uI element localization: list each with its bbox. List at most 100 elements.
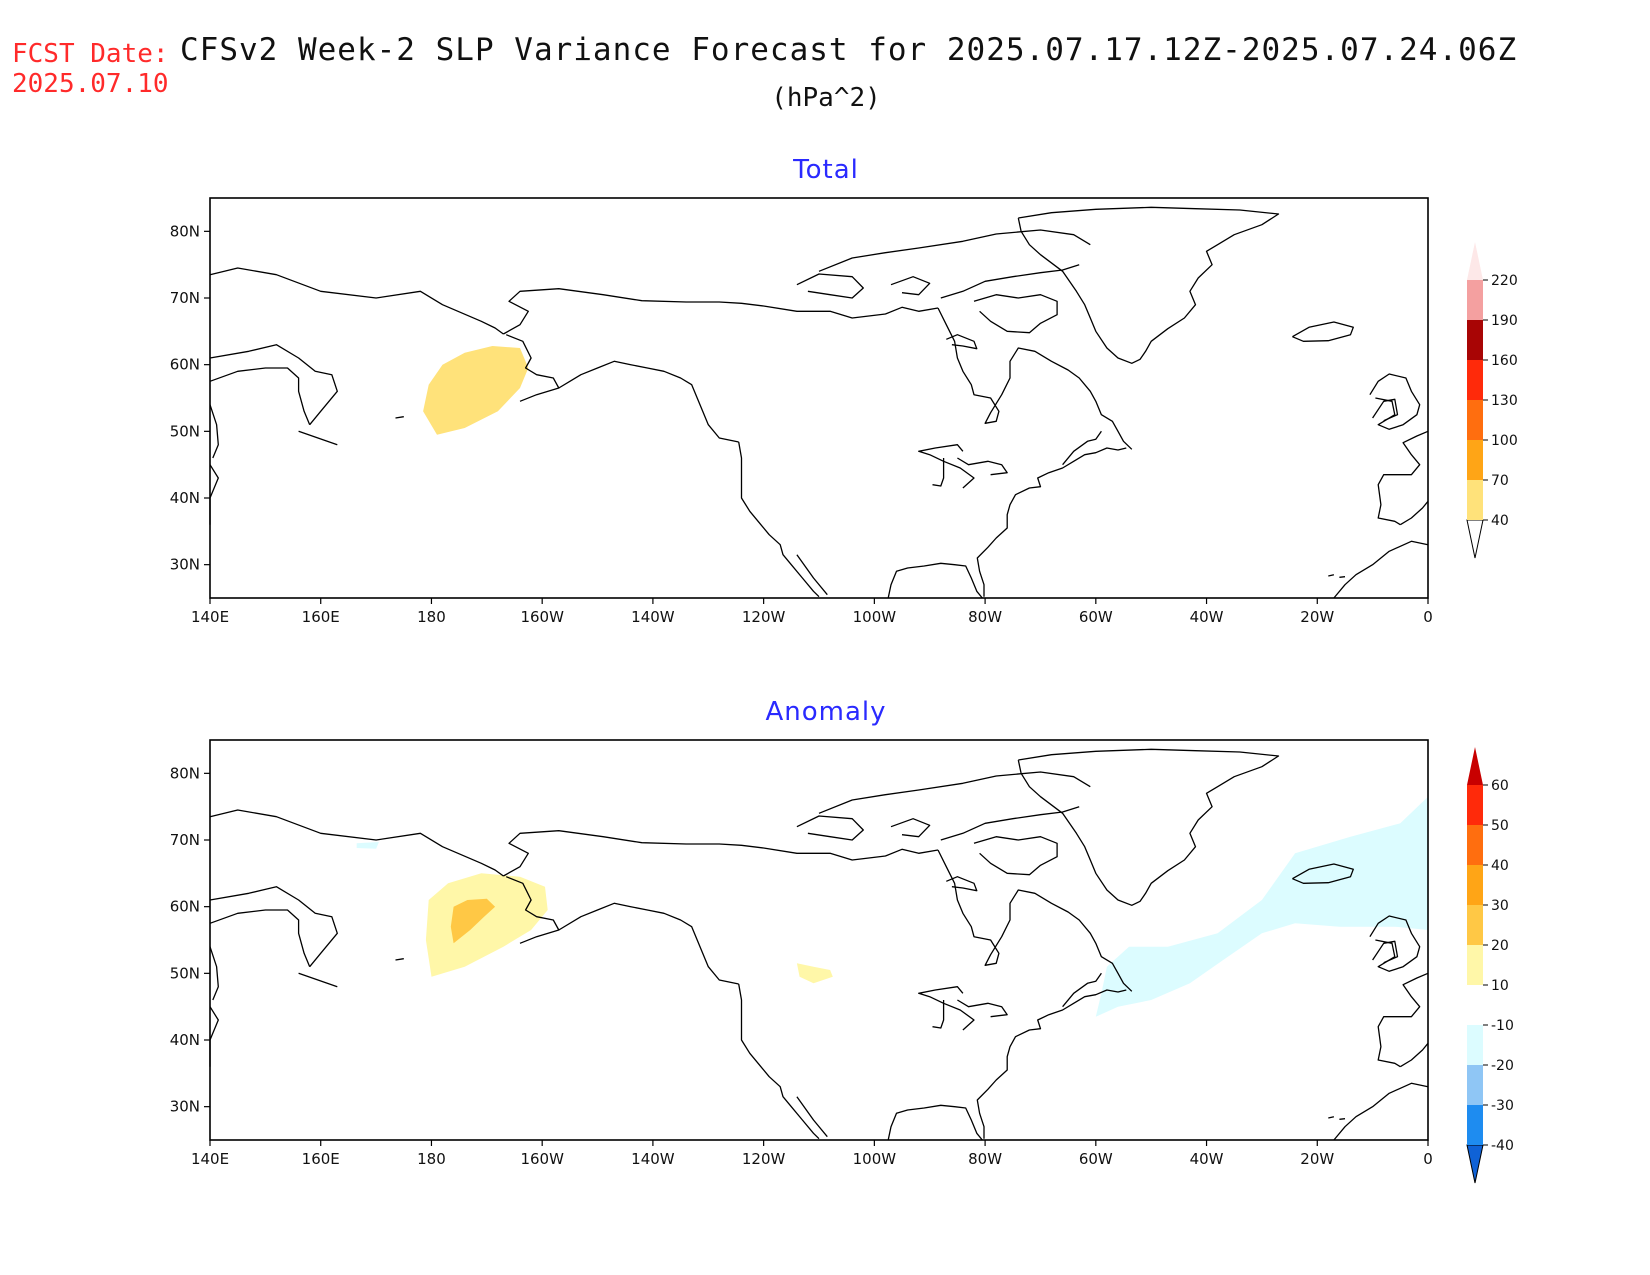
coastline-total-12 [887, 562, 983, 599]
coastline-anomaly-9 [558, 902, 739, 985]
lon-tick-label: 140W [631, 1150, 675, 1168]
shaded-region-anomaly-4 [1095, 796, 1428, 1017]
coastline-anomaly-24 [973, 836, 1058, 876]
lon-tick-label: 140E [191, 608, 229, 626]
panel-total: Total 140E 160E 180 160W 140W 120W 100W 80W 60W 4… [170, 155, 1518, 626]
coastline-anomaly-16 [918, 986, 975, 1031]
colorbar-level-label: 60 [1491, 778, 1509, 794]
lat-tick-label: 50N [170, 422, 200, 440]
lat-tick-label: 80N [170, 222, 200, 240]
coastline-anomaly-33 [1339, 1118, 1346, 1120]
coastline-total-30 [1333, 540, 1429, 599]
shaded-regions-anomaly [356, 796, 1428, 1017]
colorbar-level-label: 40 [1491, 513, 1509, 529]
coastline-anomaly-22 [890, 818, 931, 838]
colorbar-swatch [1467, 785, 1483, 825]
coastline-anomaly-27 [1369, 915, 1421, 972]
coastline-total-21 [796, 273, 864, 299]
coastline-anomaly-3 [209, 946, 219, 1001]
coastline-anomaly-30 [1333, 1082, 1429, 1141]
colorbar-swatch [1467, 985, 1483, 1025]
colorbar-bottom-arrow [1466, 1144, 1484, 1184]
coastline-anomaly-11 [796, 1096, 828, 1138]
coastline-anomaly-18 [937, 849, 1133, 992]
coastline-total-26 [1292, 321, 1354, 342]
colorbar-level-label: 50 [1491, 818, 1509, 834]
colorbar-swatch [1467, 1105, 1483, 1145]
coastline-total-1 [209, 344, 338, 426]
colorbar-level-label: -30 [1491, 1098, 1514, 1114]
shaded-region-anomaly-3 [356, 842, 379, 849]
colorbar-swatch [1467, 865, 1483, 905]
panel-title-anomaly: Anomaly [765, 697, 886, 727]
coastline-anomaly-12 [887, 1104, 983, 1141]
colorbar-level-label: 130 [1491, 393, 1518, 409]
colorbar-swatch [1467, 400, 1483, 440]
coastline-total-10 [738, 441, 820, 598]
lat-tick-label: 40N [170, 1031, 200, 1049]
lat-tick-label: 80N [170, 764, 200, 782]
coastline-total-15 [957, 457, 1008, 476]
coastline-anomaly-10 [738, 983, 820, 1140]
coastline-anomaly-7 [503, 830, 939, 877]
colorbar-level-label: 220 [1491, 273, 1518, 289]
colorbar-level-label: 30 [1491, 898, 1509, 914]
colorbar-top-arrow [1467, 747, 1483, 785]
fcst-date-label: FCST Date: [12, 39, 169, 69]
lat-tick-label: 60N [170, 898, 200, 916]
coastline-anomaly-2 [209, 909, 311, 967]
coastline-total-18 [937, 307, 1133, 450]
colorbar-level-label: 70 [1491, 473, 1509, 489]
lon-tick-label: 160W [520, 608, 564, 626]
shaded-region-anomaly-2 [796, 963, 833, 984]
coastline-anomaly-21 [796, 815, 864, 841]
coastline-anomaly-17 [932, 1000, 945, 1029]
lat-tick-label: 40N [170, 489, 200, 507]
lon-tick-label: 180 [417, 608, 446, 626]
colorbar-swatch [1467, 1065, 1483, 1105]
coastline-total-23 [946, 334, 978, 350]
coastline-total-25 [1017, 206, 1280, 364]
panel-title-total: Total [792, 155, 859, 185]
coastline-anomaly-4 [209, 1006, 219, 1067]
coastline-total-28 [1372, 398, 1399, 422]
colorbar-anomaly: -40 -30 -20 -10 10 20 30 40 50 60 [1466, 747, 1514, 1184]
colorbar-swatch [1467, 905, 1483, 945]
lon-tick-label: 0 [1423, 1150, 1433, 1168]
figure-title: CFSv2 Week-2 SLP Variance Forecast for 2… [180, 32, 1517, 68]
lon-tick-label: 20W [1300, 1150, 1334, 1168]
colorbar-swatch [1467, 360, 1483, 400]
coastline-total-33 [1339, 576, 1346, 578]
colorbar-level-label: 40 [1491, 858, 1509, 874]
colorbar-swatch [1467, 320, 1483, 360]
coastline-total-9 [558, 360, 739, 443]
coastline-anomaly-5 [395, 958, 404, 961]
coastline-total-11 [796, 554, 828, 596]
map-frame-anomaly [209, 739, 1429, 1141]
coastline-total-27 [1369, 373, 1421, 430]
coastlines-anomaly [209, 748, 1429, 1141]
coastline-anomaly-31 [1399, 1042, 1429, 1068]
lat-tick-label: 70N [170, 831, 200, 849]
shaded-regions-total [423, 346, 529, 435]
colorbar-swatch [1467, 280, 1483, 320]
shaded-region-total-0 [423, 346, 529, 435]
coastline-anomaly-20 [818, 771, 1091, 814]
lon-tick-label: 60W [1079, 608, 1113, 626]
lat-tick-label: 70N [170, 289, 200, 307]
colorbar-swatch [1467, 1025, 1483, 1065]
colorbar-level-label: -20 [1491, 1058, 1514, 1074]
coastline-total-13 [976, 447, 1127, 597]
coastline-anomaly-32 [1328, 1116, 1335, 1119]
coastline-anomaly-1 [209, 886, 338, 968]
coastline-total-32 [1328, 574, 1335, 577]
colorbar-total: 40 70 100 130 160 190 220 [1466, 242, 1518, 559]
colorbar-top-arrow [1467, 242, 1483, 280]
coastline-anomaly-6 [298, 972, 338, 988]
coastlines-total [209, 206, 1429, 599]
lon-tick-label: 140W [631, 608, 675, 626]
colorbar-level-label: 20 [1491, 938, 1509, 954]
colorbar-level-label: 10 [1491, 978, 1509, 994]
lon-tick-label: 160E [302, 1150, 340, 1168]
lon-tick-label: 180 [417, 1150, 446, 1168]
